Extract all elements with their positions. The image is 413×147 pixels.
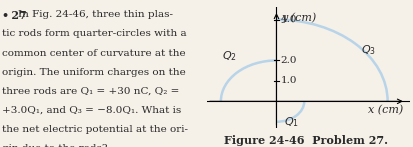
- Text: tic rods form quarter-circles with a: tic rods form quarter-circles with a: [2, 29, 186, 38]
- Text: y (cm): y (cm): [281, 12, 316, 23]
- Text: • 27: • 27: [2, 10, 27, 21]
- Text: origin. The uniform charges on the: origin. The uniform charges on the: [2, 68, 185, 77]
- Text: Figure 24-46  Problem 27.: Figure 24-46 Problem 27.: [224, 135, 387, 146]
- Text: gin due to the rods?: gin due to the rods?: [2, 144, 107, 147]
- Text: common center of curvature at the: common center of curvature at the: [2, 49, 185, 57]
- Text: $Q_1$: $Q_1$: [284, 115, 299, 129]
- Text: x (cm): x (cm): [367, 105, 402, 116]
- Text: 1.0: 1.0: [280, 76, 297, 85]
- Text: the net electric potential at the ori-: the net electric potential at the ori-: [2, 125, 188, 134]
- Text: 2.0: 2.0: [280, 56, 297, 65]
- Text: +3.0Q₁, and Q₃ = −8.0Q₁. What is: +3.0Q₁, and Q₃ = −8.0Q₁. What is: [2, 106, 181, 115]
- Text: 4.0: 4.0: [280, 15, 297, 24]
- Text: three rods are Q₁ = +30 nC, Q₂ =: three rods are Q₁ = +30 nC, Q₂ =: [2, 87, 179, 96]
- Text: In Fig. 24-46, three thin plas-: In Fig. 24-46, three thin plas-: [17, 10, 172, 19]
- Text: $Q_3$: $Q_3$: [360, 43, 375, 57]
- Text: $Q_2$: $Q_2$: [221, 50, 236, 63]
